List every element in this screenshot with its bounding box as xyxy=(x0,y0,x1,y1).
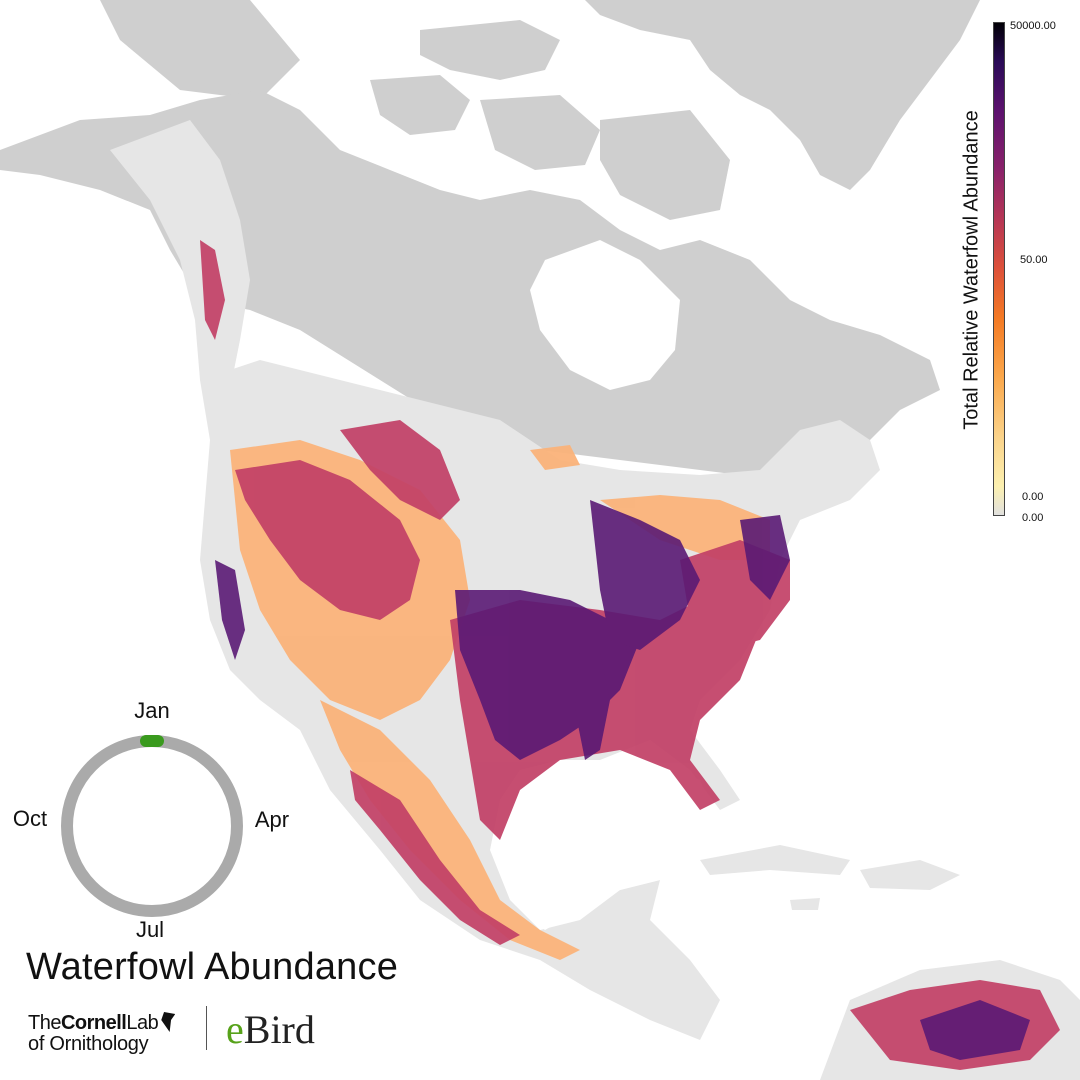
ebird-logo: eBird xyxy=(226,1006,315,1053)
northern-landmass xyxy=(0,90,940,480)
cornell-logo-lab: Lab xyxy=(126,1012,159,1034)
cornell-logo-ornithology: of Ornithology xyxy=(28,1033,149,1055)
bird-icon xyxy=(161,1012,176,1032)
month-label-jan: Jan xyxy=(134,698,170,723)
abundance-high xyxy=(215,500,1030,1060)
legend-gradient xyxy=(993,22,1005,516)
month-label-oct: Oct xyxy=(12,806,48,831)
map-title: Waterfowl Abundance xyxy=(26,946,399,988)
caribbean-islands xyxy=(700,845,960,910)
season-wheel xyxy=(61,735,243,917)
arctic-landmass xyxy=(100,0,980,220)
ebird-logo-e: e xyxy=(226,1007,244,1052)
logo-divider xyxy=(206,1006,207,1050)
month-label-jul: Jul xyxy=(135,917,165,942)
month-label-apr: Apr xyxy=(254,807,290,832)
legend-title: Total Relative Waterfowl Abundance xyxy=(960,110,983,430)
gulf-of-mexico xyxy=(500,760,720,930)
ebird-logo-bird: Bird xyxy=(243,1007,315,1052)
cornell-logo-cornell: Cornell xyxy=(60,1012,127,1034)
cornell-logo-the: The xyxy=(28,1012,61,1034)
legend-tick-max: 50000.00 xyxy=(1010,20,1056,32)
season-wheel-ring xyxy=(61,735,243,917)
current-week-marker xyxy=(140,735,164,747)
pacific-coast-landmass xyxy=(110,120,250,420)
legend-tick-mid: 50.00 xyxy=(1020,254,1048,266)
cornell-lab-logo: TheCornellLab of Ornithology xyxy=(28,1012,176,1056)
legend-tick-low: 0.00 xyxy=(1022,491,1044,503)
legend-tick-zero: 0.00 xyxy=(1022,512,1044,524)
hudson-bay xyxy=(530,240,680,390)
legend-frame xyxy=(993,22,1005,516)
